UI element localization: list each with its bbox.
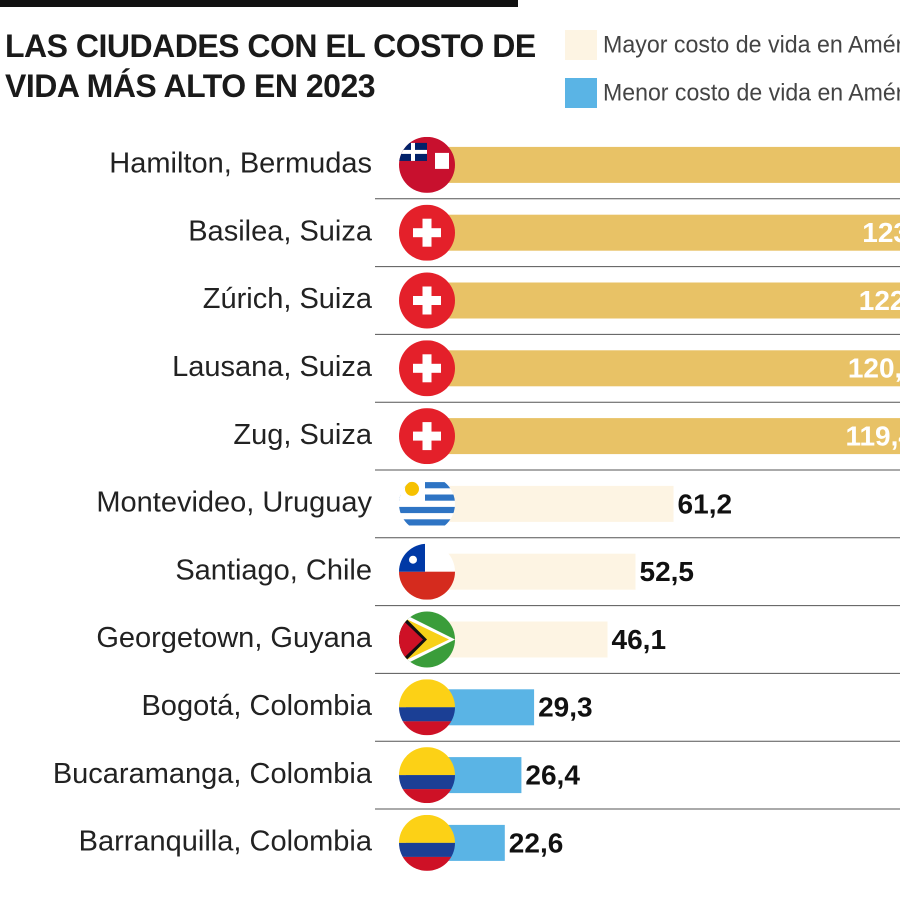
flag — [399, 747, 455, 804]
top-rule — [0, 0, 518, 7]
flag-part — [399, 571, 455, 600]
flag-part — [422, 354, 432, 383]
chart-title: LAS CIUDADES CON EL COSTO DE VIDA MÁS AL… — [5, 28, 536, 104]
category-label: Barranquilla, Colombia — [79, 826, 373, 858]
value-label: 119,4 — [845, 420, 900, 451]
legend-label: Menor costo de vida en América — [603, 79, 900, 106]
flag-part — [422, 286, 432, 315]
flag-part — [399, 721, 455, 736]
legend-swatch — [565, 78, 597, 108]
value-label: 123,6 — [862, 217, 900, 248]
flag — [399, 611, 455, 668]
bar — [406, 418, 900, 455]
value-label: 52,5 — [640, 556, 695, 587]
category-label: Bogotá, Colombia — [141, 690, 372, 722]
flag-part — [399, 519, 455, 526]
flag-part — [399, 775, 455, 790]
flag-part — [399, 506, 455, 514]
flag-part — [422, 422, 432, 451]
bar — [406, 146, 900, 183]
category-label: Montevideo, Uruguay — [96, 487, 372, 519]
value-label: 22,6 — [509, 827, 564, 858]
flag-part — [399, 679, 455, 708]
flag-part — [399, 494, 455, 501]
flag — [399, 679, 455, 736]
flag — [399, 272, 455, 329]
flag-part — [399, 482, 455, 489]
category-label: Lausana, Suiza — [172, 351, 373, 383]
flag-part — [399, 789, 455, 804]
flag-part — [399, 616, 423, 663]
flag — [399, 340, 455, 397]
flag — [399, 475, 455, 532]
flag-part — [399, 856, 455, 871]
flag-part — [409, 555, 417, 564]
category-label: Bucaramanga, Colombia — [53, 758, 373, 790]
flag — [399, 814, 455, 871]
category-label: Georgetown, Guyana — [96, 622, 373, 654]
bar — [406, 214, 900, 251]
bar — [406, 350, 900, 387]
flag-part — [399, 747, 455, 776]
category-label: Basilea, Suiza — [188, 215, 373, 247]
flag-part — [435, 152, 449, 169]
flag-part — [411, 142, 415, 161]
value-label: 26,4 — [525, 759, 580, 790]
legend-swatch — [565, 30, 597, 60]
value-label: 61,2 — [678, 488, 733, 519]
value-label: 46,1 — [612, 624, 667, 655]
value-label: 122,8 — [859, 285, 900, 316]
category-label: Zug, Suiza — [233, 419, 372, 451]
value-label: 29,3 — [538, 692, 593, 723]
flag-part — [399, 814, 455, 843]
flag — [399, 408, 455, 465]
flag-part — [422, 218, 432, 247]
flag — [399, 204, 455, 261]
value-label: 120,3 — [848, 353, 900, 384]
category-label: Zúrich, Suiza — [203, 283, 373, 315]
flag — [399, 543, 455, 600]
flag-part — [405, 481, 419, 496]
category-label: Santiago, Chile — [175, 554, 372, 586]
flag-part — [399, 842, 455, 857]
flag-part — [399, 707, 455, 722]
bar — [406, 282, 900, 319]
flag — [399, 136, 455, 193]
category-label: Hamilton, Bermudas — [109, 148, 372, 180]
legend-label: Mayor costo de vida en América — [603, 31, 900, 58]
